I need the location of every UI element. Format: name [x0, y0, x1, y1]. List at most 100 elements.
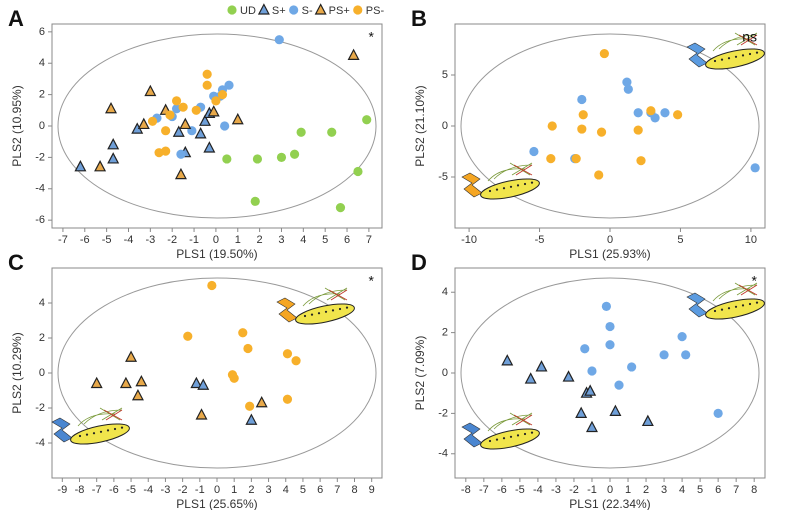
larva-spot — [516, 434, 520, 437]
triangle-point — [131, 388, 144, 401]
legend-label: S- — [302, 5, 313, 17]
larva-spot — [523, 182, 527, 186]
plant-icon — [77, 407, 123, 427]
circle-point — [605, 321, 615, 332]
x-tick-label: -5 — [535, 234, 545, 246]
y-tick-label: 4 — [442, 286, 448, 298]
x-tick-label: -6 — [497, 484, 507, 496]
circle-point — [250, 196, 260, 206]
x-tick-label: -3 — [161, 484, 171, 496]
larva-spot — [113, 427, 117, 431]
panel-letter: B — [411, 6, 427, 31]
circle-point — [274, 35, 284, 45]
x-tick-label: 6 — [317, 484, 323, 496]
y-axis-label: PLS2 (7.09%) — [413, 336, 427, 411]
x-tick-label: 0 — [607, 484, 613, 496]
x-tick-label: 5 — [697, 484, 703, 496]
y-tick-label: -6 — [35, 214, 45, 226]
larva-spot — [106, 429, 110, 432]
triangle-point — [137, 117, 150, 130]
x-tick-label: -4 — [533, 484, 543, 496]
larva-spot — [523, 432, 527, 436]
larva-spot — [727, 57, 731, 60]
triangle-point — [125, 350, 138, 362]
triangle-point — [195, 408, 208, 420]
triangle-point — [107, 138, 120, 150]
y-tick-label: 5 — [442, 69, 448, 81]
x-tick-label: -7 — [479, 484, 489, 496]
triangle-point — [197, 378, 210, 390]
larva-spot — [509, 435, 513, 438]
circle-point — [282, 349, 293, 359]
triangle-point — [575, 406, 588, 418]
confidence-ellipse — [460, 33, 760, 219]
legend-marker — [314, 3, 327, 15]
plot-frame — [51, 23, 383, 229]
circle-point — [245, 401, 255, 411]
circle-point — [217, 90, 228, 100]
circle-point — [202, 69, 212, 79]
y-tick-label: -2 — [35, 402, 45, 414]
circle-point — [238, 328, 248, 338]
plant-icon — [487, 162, 533, 182]
x-tick-label: -1 — [189, 234, 199, 246]
triangle-point — [255, 395, 268, 408]
y-tick-label: 4 — [39, 57, 45, 69]
x-tick-label: 5 — [677, 234, 683, 246]
circle-point — [578, 110, 588, 120]
circle-point — [614, 380, 624, 390]
circle-point — [296, 127, 306, 137]
cross-icon — [738, 34, 758, 46]
larva-spot — [78, 434, 82, 438]
triangle-point — [203, 141, 216, 153]
circle-point — [577, 124, 587, 134]
cross-icon — [738, 284, 758, 296]
x-axis-label: PLS1 (25.65%) — [176, 497, 257, 510]
circle-point — [601, 301, 611, 311]
triangle-point — [562, 370, 575, 382]
legend-label: UD — [240, 5, 256, 17]
circle-point — [677, 332, 687, 342]
x-tick-label: 0 — [213, 234, 219, 246]
triangle-point — [641, 414, 654, 427]
circle-point — [224, 80, 234, 90]
larva-icon — [276, 287, 355, 325]
circle-point — [660, 108, 670, 118]
legend-label: PS+ — [329, 5, 350, 17]
confidence-ellipse — [57, 277, 377, 469]
larva-icon — [461, 412, 540, 450]
larva-spot — [495, 438, 499, 441]
larva-spot — [331, 309, 335, 312]
triangle-point — [90, 376, 103, 389]
circle-point — [594, 170, 604, 180]
circle-point — [633, 108, 643, 118]
circle-point — [750, 163, 760, 173]
circle-point — [599, 48, 609, 59]
y-tick-label: 2 — [442, 327, 448, 339]
x-tick-label: -6 — [80, 234, 90, 246]
x-tick-label: 4 — [283, 484, 289, 496]
tissue-icon — [461, 172, 483, 198]
larva-spot — [120, 426, 124, 429]
circle-point — [650, 113, 660, 123]
x-axis-label: PLS1 (22.34%) — [569, 497, 650, 510]
x-tick-label: -2 — [178, 484, 188, 496]
x-tick-label: -7 — [58, 234, 68, 246]
y-tick-label: -2 — [438, 407, 448, 419]
x-tick-label: 7 — [733, 484, 739, 496]
significance-note: ns — [742, 29, 757, 45]
x-tick-label: 6 — [344, 234, 350, 246]
larva-body — [70, 423, 130, 445]
x-tick-label: 5 — [300, 484, 306, 496]
legend-marker — [289, 5, 299, 15]
larva-spot — [495, 188, 499, 191]
x-tick-label: -5 — [515, 484, 525, 496]
x-tick-label: 1 — [231, 484, 237, 496]
circle-point — [587, 366, 597, 376]
x-tick-label: 6 — [715, 484, 721, 496]
circle-point — [207, 280, 217, 291]
triangle-point — [94, 160, 107, 172]
circle-point — [220, 121, 230, 131]
larva-spot — [713, 59, 717, 63]
y-tick-label: 6 — [39, 26, 45, 38]
